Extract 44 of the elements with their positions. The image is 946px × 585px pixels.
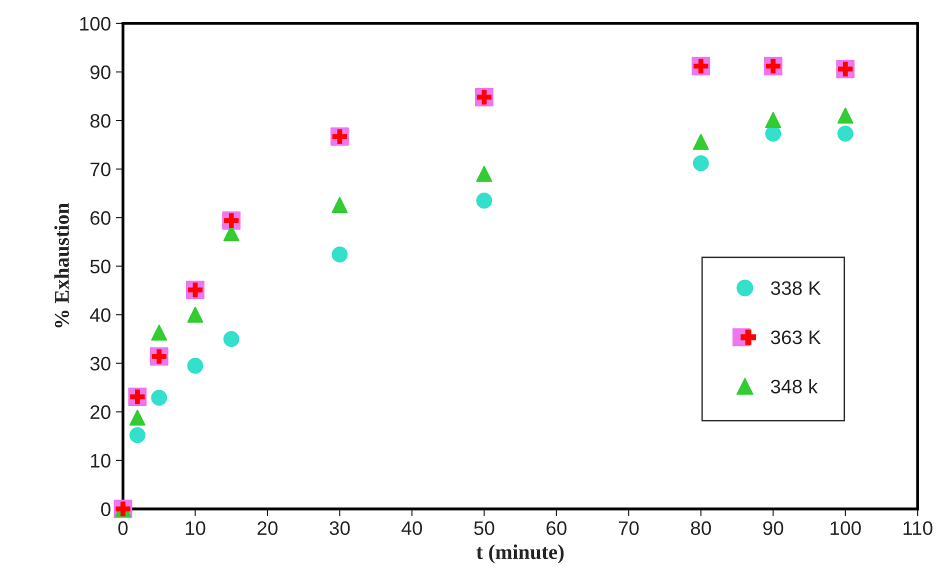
point	[765, 112, 782, 128]
x-tick-label: 90	[763, 521, 784, 536]
point	[187, 358, 204, 374]
point	[151, 324, 168, 341]
point	[332, 197, 348, 213]
legend-label: 363 K	[770, 330, 821, 344]
x-tick-label: 0	[118, 521, 128, 536]
x-axis-title: t (minute)	[476, 544, 564, 564]
point	[837, 126, 854, 142]
y-tick-label: 90	[90, 65, 110, 80]
x-tick-label: 100	[830, 521, 861, 536]
y-tick-label: 0	[101, 502, 110, 516]
x-tick-label: 60	[546, 521, 566, 536]
point	[129, 427, 146, 444]
legend-label: 338 K	[770, 281, 821, 295]
x-tick-label: 70	[618, 521, 639, 536]
point	[187, 306, 204, 323]
y-tick-label: 70	[90, 162, 110, 176]
point	[476, 192, 492, 209]
x-tick-label: 20	[258, 521, 278, 536]
y-axis-title: % Exhaustion	[54, 203, 70, 328]
y-tick-label: 30	[90, 356, 110, 371]
y-tick-label: 40	[90, 308, 110, 322]
y-tick-label: 50	[90, 260, 110, 274]
y-tick-label: 20	[90, 405, 110, 420]
legend-label: 348 k	[770, 379, 818, 394]
point	[837, 108, 854, 124]
point	[332, 246, 348, 262]
x-tick-label: 30	[330, 521, 350, 536]
y-tick-label: 10	[91, 454, 110, 468]
point	[129, 410, 146, 426]
point	[151, 390, 168, 406]
x-tick-label: 40	[402, 521, 422, 536]
point	[223, 331, 240, 347]
x-tick-label: 10	[186, 521, 206, 536]
x-tick-label: 80	[690, 521, 711, 536]
y-tick-label: 60	[90, 211, 110, 225]
point	[476, 166, 492, 182]
y-tick-label: 80	[90, 114, 110, 128]
point	[692, 134, 709, 150]
x-tick-label: 50	[474, 521, 494, 536]
x-tick-label: 110	[904, 521, 932, 536]
point	[692, 155, 709, 172]
y-tick-label: 100	[80, 16, 110, 31]
